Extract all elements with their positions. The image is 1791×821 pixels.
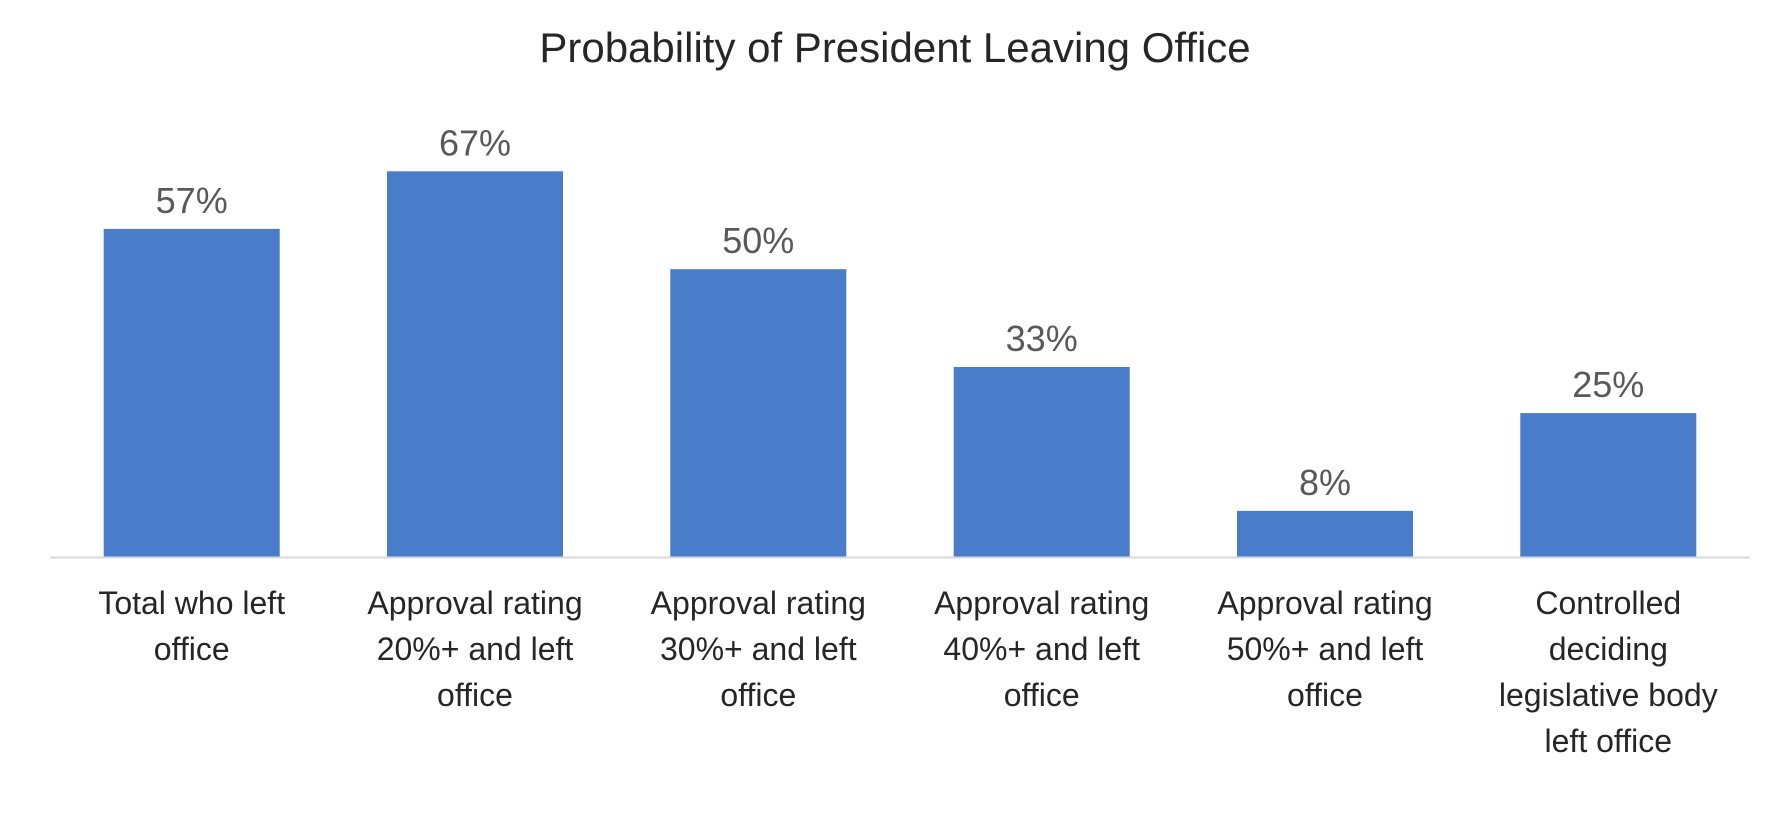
category-label-3: Approval rating 40%+ and left office <box>934 585 1149 713</box>
bars-group <box>103 171 1697 558</box>
category-label-3-line-1: 40%+ and left <box>943 631 1140 667</box>
data-label-4: 8% <box>1299 462 1351 503</box>
category-label-4: Approval rating 50%+ and left office <box>1217 585 1432 713</box>
category-label-2: Approval rating 30%+ and left office <box>651 585 866 713</box>
chart-title: Probability of President Leaving Office <box>539 24 1250 71</box>
bar-0 <box>103 228 280 557</box>
bar-4 <box>1237 510 1413 557</box>
data-label-2: 50% <box>722 220 794 261</box>
category-label-0: Total who left office <box>98 585 285 667</box>
category-label-5-line-2: legislative body <box>1499 677 1718 713</box>
bar-labels-group: 57% 67% 50% 33% 8% 25% <box>156 122 1645 503</box>
category-label-1-line-0: Approval rating <box>367 585 582 621</box>
category-labels-group: Total who left office Approval rating 20%+ … <box>98 585 1717 759</box>
category-label-1-line-1: 20%+ and left <box>377 631 574 667</box>
category-label-3-line-2: office <box>1004 677 1080 713</box>
category-label-4-line-0: Approval rating <box>1217 585 1432 621</box>
category-label-0-line-1: office <box>154 631 230 667</box>
category-label-2-line-2: office <box>720 677 796 713</box>
category-label-4-line-1: 50%+ and left <box>1227 631 1424 667</box>
data-label-0: 57% <box>156 180 228 221</box>
bar-5 <box>1520 413 1697 557</box>
data-label-3: 33% <box>1006 318 1078 359</box>
category-label-5-line-3: left office <box>1545 723 1672 759</box>
category-label-1: Approval rating 20%+ and left office <box>367 585 582 713</box>
category-label-5-line-0: Controlled <box>1535 585 1681 621</box>
bar-1 <box>387 171 563 558</box>
category-label-0-line-0: Total who left <box>98 585 285 621</box>
data-label-5: 25% <box>1572 364 1644 405</box>
category-label-2-line-1: 30%+ and left <box>660 631 857 667</box>
data-label-1: 67% <box>439 122 511 163</box>
category-label-2-line-0: Approval rating <box>651 585 866 621</box>
category-label-3-line-0: Approval rating <box>934 585 1149 621</box>
category-label-5-line-1: deciding <box>1549 631 1668 667</box>
category-label-4-line-2: office <box>1287 677 1363 713</box>
bar-3 <box>953 367 1130 557</box>
category-label-1-line-2: office <box>437 677 513 713</box>
category-label-5: Controlled deciding legislative body left o… <box>1499 585 1718 759</box>
bar-2 <box>670 269 847 557</box>
